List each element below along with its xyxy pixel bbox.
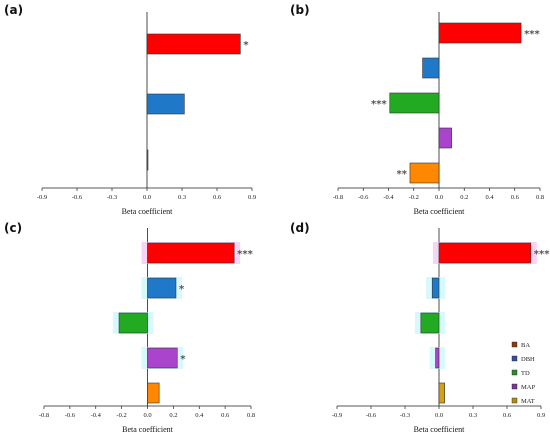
bar [431,277,440,299]
x-tick-label: 0.4 [485,194,494,201]
x-axis-title: Beta coefficient [122,207,173,216]
significance-label: ** [396,169,407,180]
legend: BA DBH TD MAP MAT [511,341,535,405]
bar [422,57,440,79]
bar [146,149,149,171]
x-tick-label: -0.9 [332,412,342,419]
x-tick-label: 0.0 [143,194,151,201]
bar [435,347,440,369]
bar [146,93,185,115]
bar [147,242,235,264]
x-tick-label: 0.9 [537,412,545,419]
panel-c: (c) -0.8 -0.6 -0.4 -0.2 0.0 0.2 0.4 0.6 0.8 Beta c… [4,221,255,434]
x-tick-label: 0.9 [248,194,256,201]
legend-label: DBH [521,356,535,363]
x-tick-label: 0.3 [469,412,477,419]
bar [438,382,445,404]
x-tick-label: -0.6 [72,194,83,201]
bar [438,127,452,149]
panel-a: (a) -0.9 -0.6 -0.3 0.0 0.3 0.6 0.9 Beta coeffici… [4,3,256,216]
legend-swatch [511,383,518,390]
significance-label: *** [237,249,253,260]
x-tick-label: 0.0 [143,412,151,419]
bar [118,312,148,334]
significance-label: *** [524,29,540,40]
bar [438,22,522,44]
x-tick-label: 0.4 [195,412,204,419]
x-axis-title: Beta coefficient [414,207,465,216]
x-tick-label: 0.6 [213,194,222,201]
bar [147,277,177,299]
x-tick-label: -0.6 [358,194,369,201]
bar [147,347,178,369]
x-tick-label: -0.2 [116,412,126,419]
bar [420,312,440,334]
legend-swatch [511,341,518,348]
x-tick-label: -0.6 [65,412,76,419]
legend-label: MAP [521,384,535,391]
bar [389,92,440,114]
x-axis-title: Beta coefficient [122,425,173,434]
x-tick-label: 0.6 [511,194,520,201]
x-tick-label: 0.2 [460,194,468,201]
significance-label: *** [371,99,387,110]
x-tick-label: -0.2 [409,194,419,201]
legend-label: TD [521,370,530,377]
legend-label: BA [521,342,530,349]
x-tick-label: -0.6 [366,412,377,419]
panel-b: (b) -0.8 -0.6 -0.4 -0.2 0.0 0.2 0.4 0.6 0.8 Beta c… [290,3,544,216]
bar [146,33,241,55]
significance-label: * [180,354,186,365]
panel-label: (b) [290,3,310,17]
significance-label: *** [534,249,550,260]
significance-label: * [179,284,185,295]
x-tick-label: 0.3 [178,194,186,201]
panel-d: (d) -0.9 -0.6 -0.3 0.0 0.3 0.6 0.9 Beta coeffici… [290,221,550,434]
x-tick-label: -0.4 [383,194,394,201]
legend-swatch [511,369,518,376]
x-tick-label: 0.8 [247,412,255,419]
x-tick-label: -0.8 [333,194,343,201]
bar [147,382,160,404]
panel-label: (c) [4,221,22,235]
x-tick-label: -0.9 [37,194,47,201]
panel-label: (a) [4,3,23,17]
x-tick-label: 0.2 [169,412,177,419]
legend-swatch [511,397,518,404]
x-tick-label: 0.0 [435,194,443,201]
x-tick-label: 0.6 [503,412,512,419]
x-tick-label: 0.6 [221,412,230,419]
legend-label: MAT [521,398,535,405]
bar [409,162,440,184]
panel-label: (d) [290,221,310,235]
x-tick-label: 0.0 [435,412,443,419]
significance-label: * [243,40,249,51]
x-tick-label: -0.3 [400,412,410,419]
bar [438,242,532,264]
x-tick-label: -0.4 [91,412,102,419]
x-tick-label: -0.8 [39,412,49,419]
x-axis-title: Beta coefficient [414,425,465,434]
x-tick-label: -0.3 [107,194,117,201]
legend-swatch [511,355,518,362]
x-tick-label: 0.8 [536,194,544,201]
